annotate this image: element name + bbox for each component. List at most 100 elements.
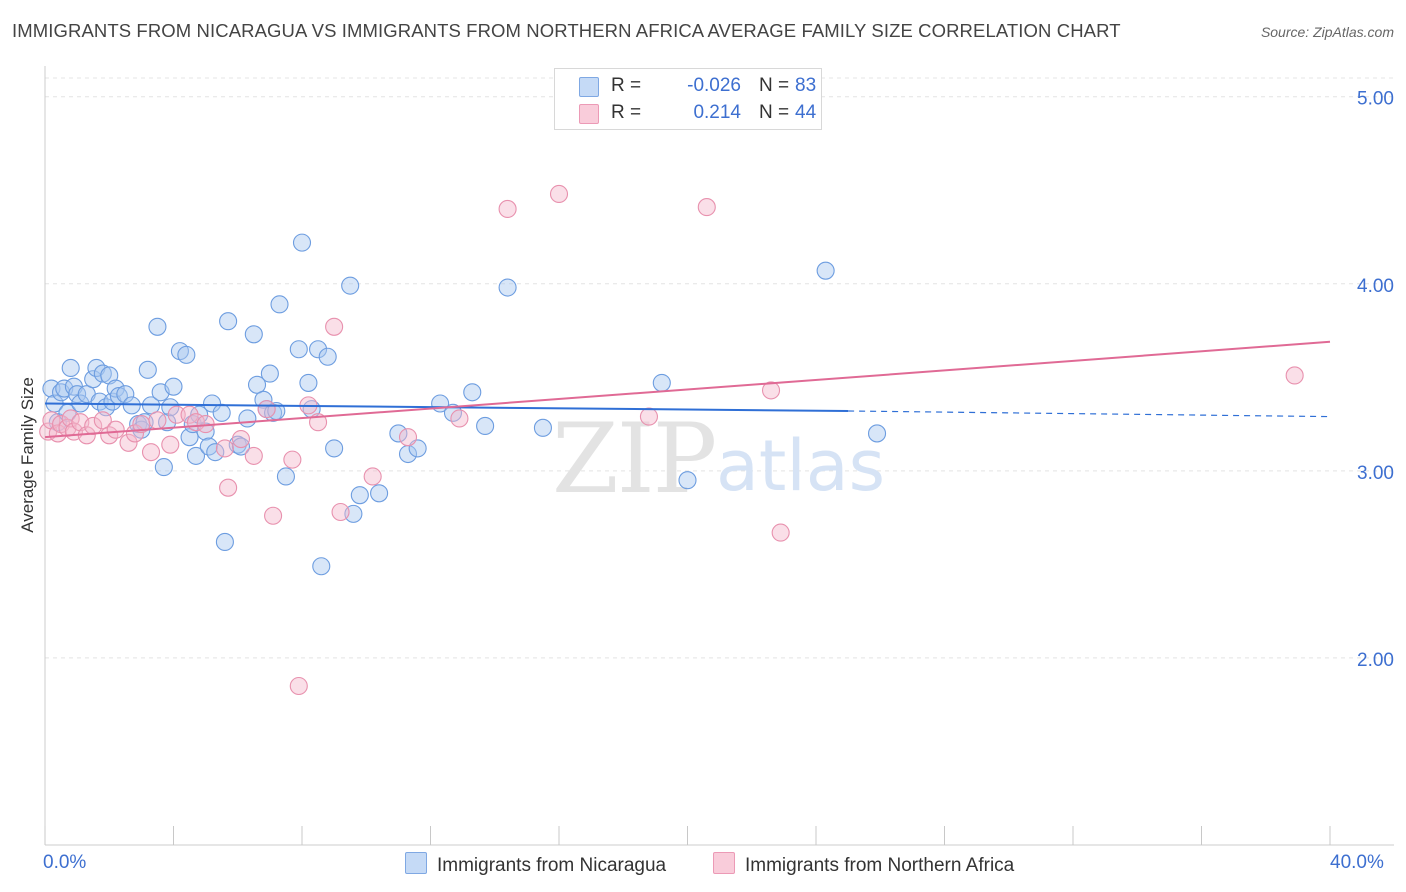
watermark-atlas: atlas: [716, 425, 885, 507]
nicaragua-point: [476, 416, 495, 436]
northern-africa-point: [398, 428, 418, 447]
bottom-legend-label-northern-africa: Immigrants from Northern Africa: [745, 855, 1015, 876]
northern-africa-point: [283, 450, 302, 469]
northern-africa-points: [39, 184, 1304, 696]
nicaragua-point: [212, 403, 231, 422]
northern-africa-point: [161, 435, 180, 454]
bottom-legend-swatch-northern-africa: [713, 852, 735, 874]
x-tick-label-max: 40.0%: [1330, 852, 1384, 873]
northern-africa-trend-line: [44, 340, 1331, 439]
nicaragua-point: [177, 345, 196, 364]
nicaragua-point: [678, 471, 697, 490]
nicaragua-point: [276, 467, 295, 486]
legend-n-value: 44: [795, 102, 817, 123]
northern-africa-point: [325, 317, 344, 336]
nicaragua-point: [309, 340, 328, 359]
nicaragua-point: [270, 295, 289, 314]
gridlines: [45, 77, 1394, 659]
y-tick-labels: 2.00 3.00 4.00 5.00: [1357, 89, 1394, 671]
nicaragua-point: [203, 394, 222, 413]
nicaragua-point: [652, 373, 671, 392]
watermark-zip: ZIP: [552, 403, 715, 515]
nicaragua-point: [867, 424, 887, 443]
y-tick-label: 4.00: [1357, 276, 1394, 297]
nicaragua-point: [244, 325, 263, 344]
nicaragua-point: [100, 366, 119, 385]
northern-africa-point: [219, 478, 238, 497]
x-tick-label-min: 0.0%: [43, 852, 87, 873]
northern-africa-point: [106, 420, 125, 439]
nicaragua-point: [292, 233, 312, 252]
y-tick-label: 5.00: [1357, 89, 1394, 110]
legend-r-label: R =: [611, 75, 642, 96]
nicaragua-point: [215, 532, 234, 551]
legend-r-value: 0.214: [693, 102, 741, 123]
northern-africa-point: [549, 184, 569, 204]
northern-africa-point: [771, 523, 790, 542]
bottom-legend-northern-africa: Immigrants from Northern Africa: [713, 852, 1014, 877]
nicaragua-point: [247, 375, 267, 394]
nicaragua-point: [148, 317, 167, 336]
nicaragua-point: [325, 439, 344, 458]
northern-africa-point: [215, 439, 234, 458]
nicaragua-point: [312, 557, 331, 576]
nicaragua-trend-extension: [848, 410, 1331, 418]
northern-africa-point: [42, 411, 61, 430]
northern-africa-point: [264, 506, 283, 525]
nicaragua-point: [816, 261, 835, 280]
trend-lines: [44, 340, 1331, 439]
nicaragua-point: [389, 424, 408, 443]
nicaragua-point: [238, 409, 257, 428]
correlation-legend: R = -0.026 N = 83 R = 0.214 N = 44: [554, 68, 822, 130]
chart-title: IMMIGRANTS FROM NICARAGUA VS IMMIGRANTS …: [12, 20, 1121, 41]
nicaragua-point: [341, 276, 360, 295]
nicaragua-point: [498, 278, 517, 297]
bottom-legend-swatch-nicaragua: [405, 852, 427, 874]
source-note: Source: ZipAtlas.com: [1260, 24, 1394, 40]
nicaragua-point: [219, 312, 238, 331]
northern-africa-point: [93, 411, 112, 430]
legend-swatch-northern-africa: [579, 104, 599, 124]
axes: [44, 66, 1394, 846]
nicaragua-point: [186, 446, 206, 465]
northern-africa-point: [167, 405, 186, 424]
legend-r-value: -0.026: [687, 75, 741, 96]
bottom-legend-nicaragua: Immigrants from Nicaragua: [405, 852, 666, 877]
northern-africa-point: [231, 430, 251, 449]
northern-africa-point: [697, 198, 716, 217]
northern-africa-point: [119, 433, 138, 452]
nicaragua-point: [318, 347, 337, 366]
legend-n-label: N =: [759, 75, 790, 96]
nicaragua-point: [116, 385, 135, 404]
northern-africa-point: [141, 443, 161, 462]
nicaragua-point: [533, 418, 552, 437]
bottom-legend-label-nicaragua: Immigrants from Nicaragua: [437, 855, 667, 876]
legend-swatch-nicaragua: [579, 77, 599, 97]
watermark: ZIP atlas: [552, 403, 885, 515]
northern-africa-point: [244, 446, 263, 465]
nicaragua-point: [138, 360, 157, 379]
northern-africa-point: [1285, 366, 1304, 385]
nicaragua-point: [350, 486, 369, 505]
northern-africa-point: [450, 409, 469, 428]
legend-n-value: 83: [795, 75, 817, 96]
nicaragua-point: [196, 422, 215, 441]
northern-africa-point: [180, 405, 199, 424]
nicaragua-point: [154, 458, 173, 477]
nicaragua-point: [370, 484, 389, 503]
northern-africa-point: [363, 467, 382, 486]
nicaragua-point: [260, 364, 279, 383]
nicaragua-point: [61, 358, 80, 378]
y-tick-label: 2.00: [1357, 650, 1394, 671]
northern-africa-point: [498, 199, 517, 219]
northern-africa-point: [331, 502, 350, 522]
northern-africa-point: [257, 400, 276, 419]
northern-africa-point: [761, 381, 781, 400]
nicaragua-point: [122, 396, 141, 415]
y-tick-label: 3.00: [1357, 463, 1394, 484]
northern-africa-point: [289, 676, 308, 696]
nicaragua-point: [93, 364, 112, 383]
northern-africa-point: [639, 407, 659, 426]
legend-r-label: R =: [611, 102, 642, 123]
